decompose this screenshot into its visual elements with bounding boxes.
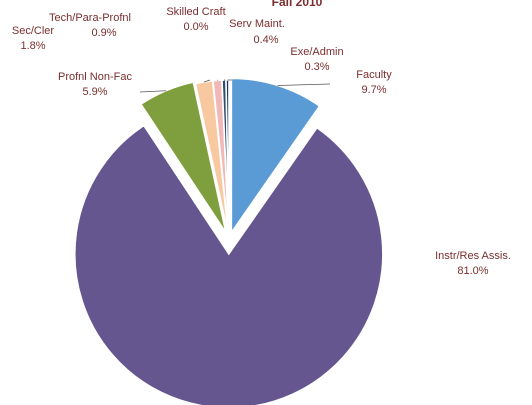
slice-label: Exe/Admin: [290, 46, 343, 58]
slice-value: 9.7%: [361, 84, 386, 96]
chart-title: Fall 2010: [272, 0, 323, 9]
slice-value: 0.3%: [304, 61, 329, 73]
slice-label: Profnl Non-Fac: [58, 71, 132, 83]
slice-label: Tech/Para-Profnl: [49, 12, 131, 24]
pie-slice: [139, 81, 227, 234]
leader-line: [203, 79, 211, 83]
slice-value: 5.9%: [82, 86, 107, 98]
slice-value: 0.9%: [91, 27, 116, 39]
pie-slice: [74, 124, 384, 405]
slice-value: 81.0%: [457, 265, 488, 277]
slice-value: 1.8%: [20, 40, 45, 52]
slice-label: Skilled Craft: [166, 6, 225, 18]
leader-line: [139, 90, 167, 93]
slice-label: Serv Maint.: [229, 18, 285, 30]
slice-value: 0.0%: [183, 21, 208, 33]
slice-label: Instr/Res Assis.: [435, 250, 511, 262]
leader-line: [277, 83, 331, 86]
slice-label: Sec/Cler: [12, 25, 55, 37]
pie-slice: [230, 77, 321, 235]
slice-label: Faculty: [356, 69, 392, 81]
slice-value: 0.4%: [253, 34, 278, 46]
